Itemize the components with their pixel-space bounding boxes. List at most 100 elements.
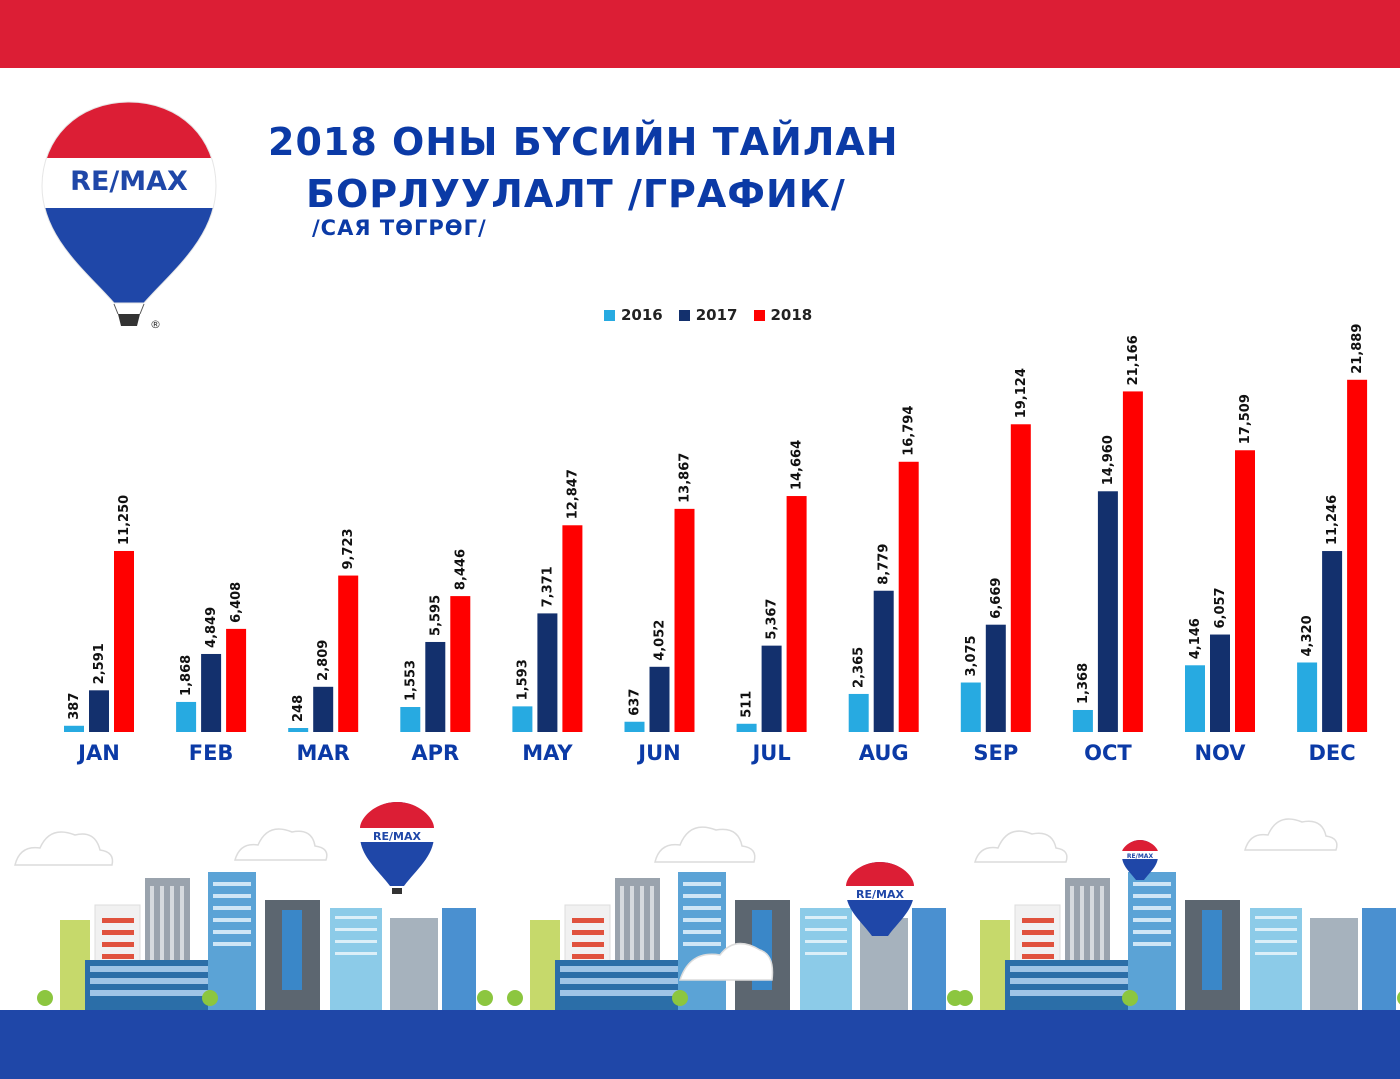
bar-mar-2017 xyxy=(313,686,334,732)
legend-label-2018: 2018 xyxy=(770,306,813,324)
bar-may-2017 xyxy=(537,613,558,732)
legend-label-2017: 2017 xyxy=(695,306,738,324)
data-label-oct-2016: 1,368 xyxy=(1076,663,1091,704)
data-label-jun-2016: 637 xyxy=(628,689,643,716)
small-balloon-3: RE/MAX xyxy=(1122,840,1158,880)
x-tick-label-mar: MAR xyxy=(297,741,350,765)
bar-oct-2016 xyxy=(1072,709,1093,732)
data-label-may-2018: 12,847 xyxy=(565,469,580,519)
data-label-apr-2016: 1,553 xyxy=(403,660,418,701)
small-balloon-1: RE/MAX xyxy=(360,802,434,894)
bar-jul-2016 xyxy=(736,723,757,732)
bar-oct-2018 xyxy=(1122,391,1143,732)
data-label-dec-2018: 21,889 xyxy=(1350,324,1365,374)
data-label-feb-2018: 6,408 xyxy=(229,582,244,623)
bar-feb-2018 xyxy=(226,628,247,732)
bar-mar-2016 xyxy=(288,728,309,732)
bar-jan-2018 xyxy=(114,550,134,732)
legend-swatch-2017 xyxy=(678,309,690,321)
x-tick-label-apr: APR xyxy=(411,741,459,765)
x-tick-label-aug: AUG xyxy=(859,741,909,765)
bar-apr-2017 xyxy=(425,641,446,732)
city-skyline-illustration: RE/MAX RE/MAX RE/MAX xyxy=(14,802,1400,1011)
registered-mark: ® xyxy=(150,318,161,331)
data-label-mar-2016: 248 xyxy=(291,695,306,722)
bar-dec-2016 xyxy=(1297,662,1318,732)
x-tick-label-nov: NOV xyxy=(1194,741,1246,765)
data-label-nov-2018: 17,509 xyxy=(1238,394,1253,444)
bar-jan-2017 xyxy=(89,690,109,732)
bottom-band xyxy=(0,1010,1400,1079)
cloud xyxy=(1244,818,1338,851)
x-tick-label-sep: SEP xyxy=(973,741,1018,765)
cloud xyxy=(654,826,756,863)
bar-apr-2018 xyxy=(450,596,471,732)
bar-feb-2016 xyxy=(176,701,197,732)
x-tick-label-jan: JAN xyxy=(76,741,120,765)
top-band xyxy=(0,0,1400,68)
bar-jan-2016 xyxy=(64,725,84,732)
small-balloon-2: RE/MAX xyxy=(846,862,914,936)
legend-item-2016: 2016 xyxy=(604,306,663,324)
data-label-aug-2018: 16,794 xyxy=(902,406,917,456)
data-label-jan-2018: 11,250 xyxy=(117,495,132,545)
remax-logo: RE/MAX ® xyxy=(41,101,217,331)
data-label-mar-2018: 9,723 xyxy=(341,528,356,569)
data-label-sep-2017: 6,669 xyxy=(989,578,1004,619)
data-label-jul-2018: 14,664 xyxy=(790,440,805,490)
legend-item-2017: 2017 xyxy=(678,306,738,324)
small-balloon-3-brand: RE/MAX xyxy=(1127,853,1154,860)
data-label-sep-2018: 19,124 xyxy=(1014,368,1029,418)
x-tick-label-feb: FEB xyxy=(189,741,234,765)
cloud xyxy=(14,831,114,866)
cloud xyxy=(234,828,328,861)
data-label-jun-2017: 4,052 xyxy=(653,620,668,661)
x-tick-label-oct: OCT xyxy=(1084,741,1132,765)
legend-label-2016: 2016 xyxy=(621,306,663,324)
logo-brand: RE/MAX xyxy=(70,166,188,197)
bar-aug-2018 xyxy=(898,461,919,732)
data-label-apr-2017: 5,595 xyxy=(428,595,443,636)
small-balloon-2-brand: RE/MAX xyxy=(856,888,904,901)
data-label-aug-2017: 8,779 xyxy=(877,544,892,585)
bar-may-2016 xyxy=(512,706,533,732)
data-label-jun-2018: 13,867 xyxy=(678,453,693,503)
data-label-nov-2016: 4,146 xyxy=(1188,618,1203,659)
chart-legend: 2016 2017 2018 xyxy=(604,306,812,324)
bar-sep-2017 xyxy=(985,624,1006,732)
bar-nov-2018 xyxy=(1235,450,1255,732)
data-label-oct-2018: 21,166 xyxy=(1126,335,1141,385)
x-tick-label-jun: JUN xyxy=(636,741,680,765)
data-label-mar-2017: 2,809 xyxy=(316,640,331,681)
data-label-sep-2016: 3,075 xyxy=(964,635,979,676)
bar-feb-2017 xyxy=(201,653,222,732)
data-label-nov-2017: 6,057 xyxy=(1213,587,1228,628)
cloud xyxy=(973,830,1068,863)
bar-sep-2018 xyxy=(1010,424,1031,732)
bar-nov-2016 xyxy=(1185,665,1205,732)
data-label-jul-2016: 511 xyxy=(740,691,755,718)
legend-swatch-2018 xyxy=(753,309,765,321)
data-label-dec-2016: 4,320 xyxy=(1300,615,1315,656)
bar-chart: 387 2,591 11,250 JAN 1,868 4,849 6,408 FEB 248 2,… xyxy=(64,324,1368,765)
small-balloon-1-brand: RE/MAX xyxy=(373,830,421,843)
bar-nov-2017 xyxy=(1210,634,1230,732)
bar-jun-2018 xyxy=(674,508,695,732)
data-label-jan-2016: 387 xyxy=(67,693,82,720)
bar-jun-2016 xyxy=(624,721,645,732)
bar-aug-2017 xyxy=(873,590,894,732)
bar-oct-2017 xyxy=(1097,491,1118,732)
x-tick-label-dec: DEC xyxy=(1308,741,1355,765)
bar-sep-2016 xyxy=(960,682,981,732)
x-tick-label-may: MAY xyxy=(522,741,573,765)
title-line-1: 2018 ОНЫ БҮСИЙН ТАЙЛАН xyxy=(268,120,899,164)
title-line-2: БОРЛУУЛАЛТ /ГРАФИК/ xyxy=(306,172,846,216)
x-tick-label-jul: JUL xyxy=(750,741,790,765)
bar-jul-2017 xyxy=(761,645,782,732)
bar-jun-2017 xyxy=(649,666,670,732)
data-label-may-2017: 7,371 xyxy=(540,566,555,607)
data-label-jan-2017: 2,591 xyxy=(92,643,107,684)
data-label-oct-2017: 14,960 xyxy=(1101,435,1116,485)
legend-swatch-2016 xyxy=(604,309,615,321)
legend-item-2018: 2018 xyxy=(753,306,813,324)
